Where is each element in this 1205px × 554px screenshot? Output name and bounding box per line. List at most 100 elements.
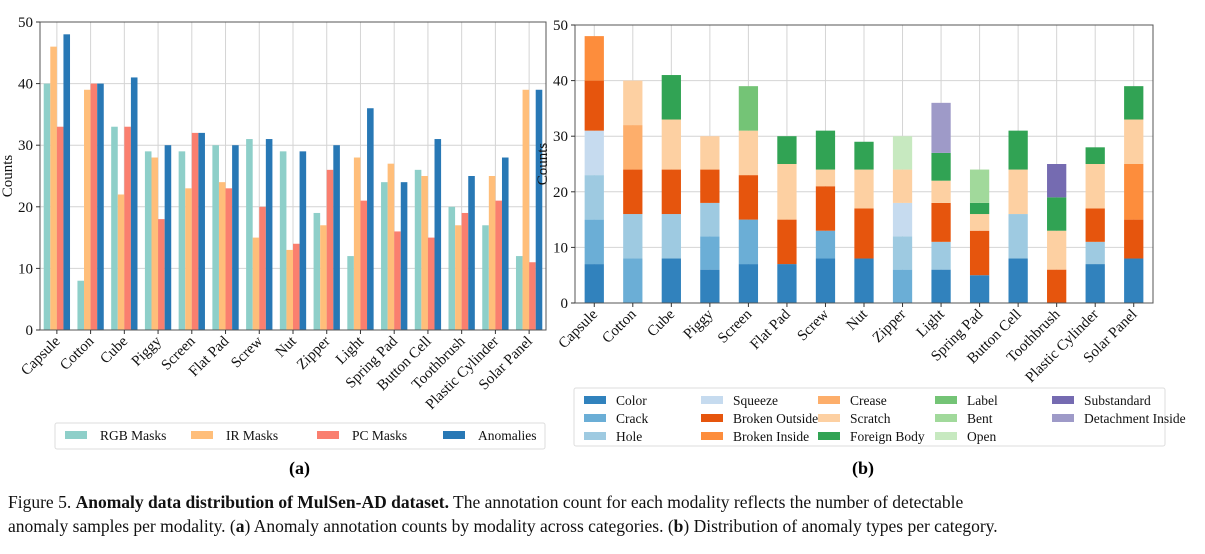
x-tick-label: Screw [794,306,832,344]
bar-segment [584,130,604,176]
caption-title: Anomaly data distribution of MulSen-AD d… [75,492,449,512]
x-tick-label: Capsule [556,306,602,352]
legend-label: Substandard [1084,393,1151,408]
bar-segment [1085,264,1105,303]
bar-segment [700,136,720,170]
caption-line-1: Figure 5. Anomaly data distribution of M… [8,492,963,513]
legend-swatch [191,431,213,439]
bar-segment [931,202,951,242]
bar-segment [738,264,759,303]
legend-label: RGB Masks [100,428,166,443]
bar-segment [1085,241,1105,265]
bar-segment [738,130,759,176]
bar-segment [892,236,913,270]
bar-segment [777,164,797,220]
bar-segment [1047,269,1067,303]
bar-segment [815,130,836,170]
bar-segment [1124,164,1144,220]
bar [535,89,543,330]
bar [286,249,293,330]
bar [522,89,530,330]
bar-segment [1008,169,1028,215]
bar-segment [623,214,643,259]
caption-text: ) Anomaly annotation counts by modality … [244,516,674,536]
bar [353,157,361,330]
bar [400,182,408,330]
y-tick-label: 20 [553,185,568,201]
bar-segment [1124,258,1144,303]
legend-swatch [584,432,606,440]
bar-segment [1047,197,1067,231]
bar-segment [1008,258,1028,303]
bar-segment [1124,86,1144,120]
y-tick-label: 30 [553,129,568,145]
bar [158,219,165,330]
y-tick-label: 40 [553,74,568,90]
bar-segment [584,80,604,131]
x-tick-label: Piggy [681,306,717,342]
bar [529,262,536,330]
bar-segment [584,36,604,81]
bar-segment [854,169,874,209]
legend [54,422,546,450]
caption-line-2: anomaly samples per modality. (a) Anomal… [8,516,998,537]
legend-swatch [584,396,606,404]
bar [265,139,273,330]
bar [198,132,205,330]
legend-swatch [65,431,87,439]
bar-segment [815,230,836,259]
bar-segment [584,264,604,303]
legend-label: Crack [616,411,648,426]
bar-segment [892,169,913,203]
bar-segment [969,202,990,215]
bar [84,89,91,330]
legend-label: Open [967,429,996,444]
bar [515,256,523,330]
bar [448,206,456,330]
bar-segment [623,258,643,303]
legend-swatch [701,396,723,404]
bar-segment [892,269,913,303]
bar [232,145,239,330]
bar [63,34,71,330]
panel-label-b: (b) [852,458,874,478]
bar-segment [931,269,951,303]
legend-label: Bent [967,411,993,426]
bar-segment [700,269,720,303]
x-tick-label: Zipper [294,334,334,374]
bar [117,194,125,330]
bar-segment [661,169,681,215]
x-tick-label: Flat Pad [747,306,794,353]
y-axis-label: Counts [0,155,16,198]
y-tick-label: 20 [18,200,33,216]
x-tick-label: Capsule [18,333,64,379]
legend-swatch [935,432,957,440]
bar-segment [969,214,990,231]
legend-swatch [584,414,606,422]
legend-swatch [818,414,840,422]
bar-segment [700,236,720,270]
x-tick-label: Nut [273,333,301,361]
x-tick-label: Cotton [599,306,640,347]
bar-segment [854,141,874,170]
bar-segment [931,152,951,181]
bar-segment [661,214,681,259]
legend-label: Label [967,393,998,408]
legend-swatch [317,431,339,439]
bar-segment [1124,219,1144,259]
bar-segment [1124,119,1144,164]
y-axis-label: Counts [535,143,551,186]
bar [482,225,489,330]
caption-text: The annotation count for each modality r… [453,492,964,512]
bar [495,200,502,330]
bar [360,200,368,330]
bar [130,77,138,330]
bar [461,212,469,330]
legend-swatch [701,414,723,422]
bar-segment [969,169,990,203]
bar [468,176,475,330]
bar-segment [738,219,759,265]
bar-segment [931,241,951,270]
legend-swatch [1052,396,1074,404]
